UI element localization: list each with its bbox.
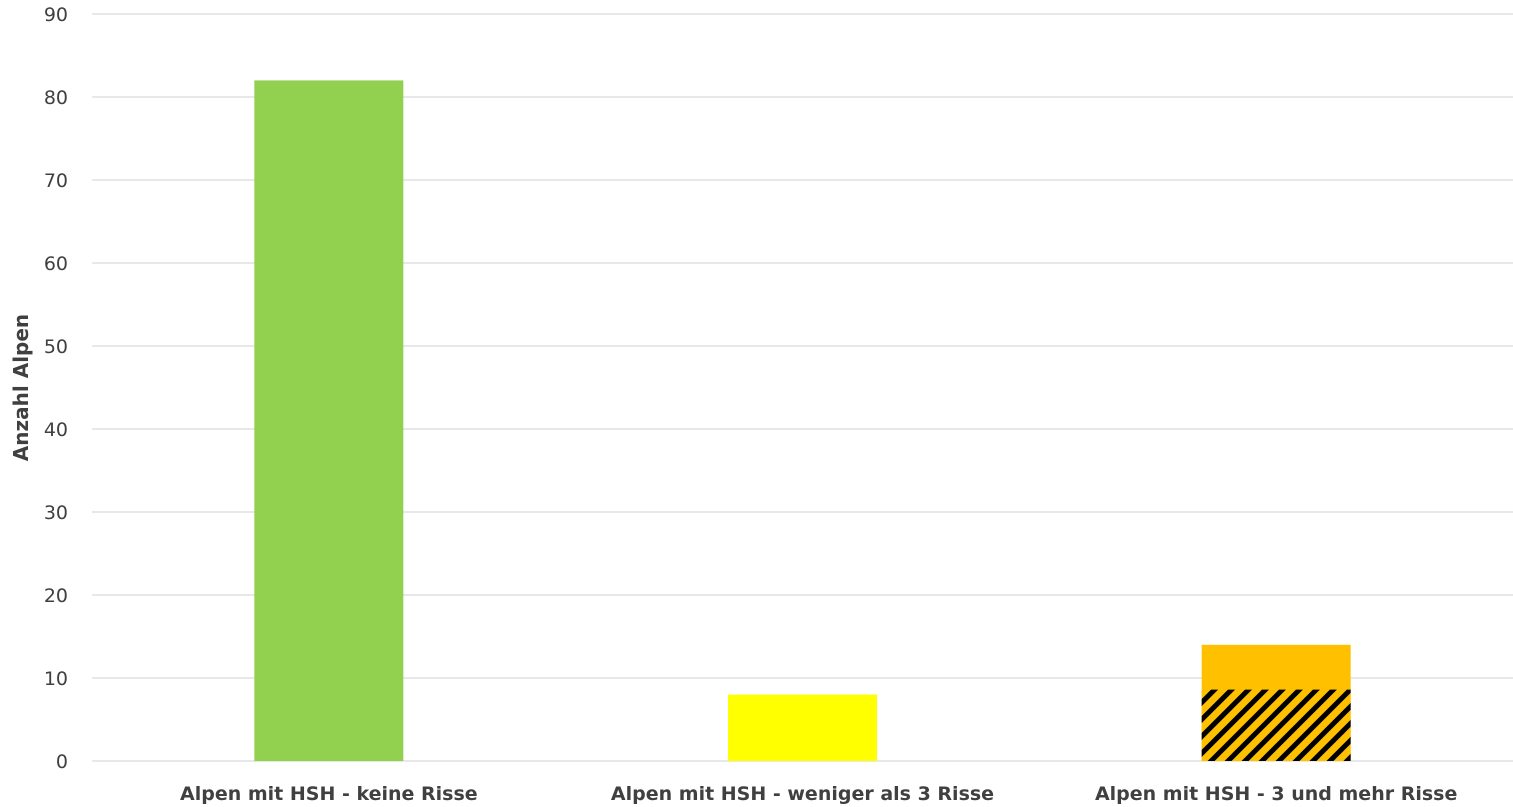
y-tick-label: 0: [56, 751, 68, 773]
y-tick-label: 80: [44, 87, 68, 109]
bar-hatched-segment: [1201, 689, 1351, 761]
y-tick-label: 40: [44, 419, 68, 441]
y-tick-label: 10: [44, 668, 68, 690]
x-category-label: Alpen mit HSH - 3 und mehr Risse: [1095, 783, 1457, 805]
y-tick-label: 20: [44, 585, 68, 607]
x-category-label: Alpen mit HSH - weniger als 3 Risse: [611, 783, 994, 805]
bar: [728, 694, 877, 761]
y-axis-tick-labels: 0 10 20 30 40 50 60 70 80 90: [44, 4, 68, 773]
y-axis-title: Anzahl Alpen: [9, 314, 33, 461]
x-axis-category-labels: Alpen mit HSH - keine Risse Alpen mit HSH…: [180, 783, 1457, 805]
y-tick-label: 70: [44, 170, 68, 192]
bars: [254, 80, 1351, 761]
y-tick-label: 90: [44, 4, 68, 26]
y-tick-label: 60: [44, 253, 68, 275]
bar: [254, 80, 404, 761]
x-category-label: Alpen mit HSH - keine Risse: [180, 783, 478, 805]
y-tick-label: 30: [44, 502, 68, 524]
y-tick-label: 50: [44, 336, 68, 358]
